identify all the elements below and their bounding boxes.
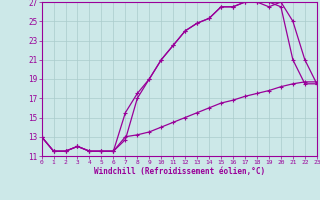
X-axis label: Windchill (Refroidissement éolien,°C): Windchill (Refroidissement éolien,°C) [94, 167, 265, 176]
